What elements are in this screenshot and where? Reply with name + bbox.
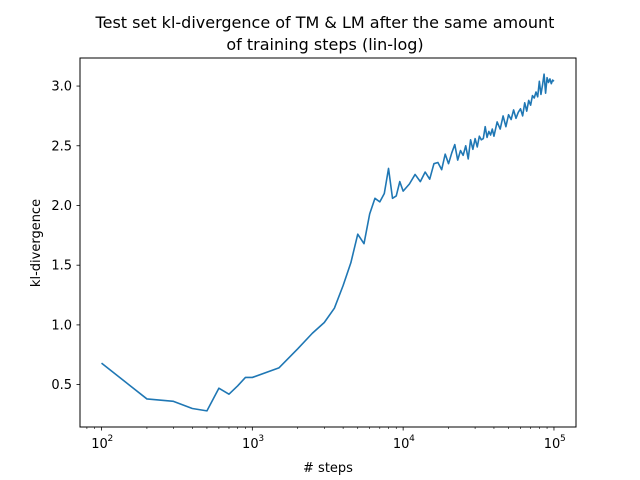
x-tick-label-1: 10 xyxy=(242,437,259,452)
x-tick-exponent-2: 4 xyxy=(409,434,415,444)
plot-area: 10 2 10 3 10 4 10 50.51.01.52.02.53.0 xyxy=(51,73,566,452)
y-tick-label-4: 2.5 xyxy=(51,139,72,154)
x-tick-label-0: 10 xyxy=(91,437,108,452)
y-tick-label-5: 3.0 xyxy=(51,80,72,95)
x-tick-exponent-3: 5 xyxy=(560,434,566,444)
y-tick-label-3: 2.0 xyxy=(51,199,72,214)
x-tick-exponent-1: 3 xyxy=(258,434,264,444)
chart-title-line-1: Test set kl-divergence of TM & LM after … xyxy=(95,13,555,32)
y-axis-label: kl-divergence xyxy=(29,199,44,287)
y-tick-label-0: 0.5 xyxy=(51,378,72,393)
axes-frame xyxy=(79,57,577,428)
x-tick-label-3: 10 xyxy=(544,437,561,452)
chart-title-line-2: of training steps (lin-log) xyxy=(226,35,423,54)
x-axis-label: # steps xyxy=(303,461,353,476)
series-line-0 xyxy=(101,73,555,412)
x-tick-label-2: 10 xyxy=(393,437,410,452)
y-tick-label-2: 1.5 xyxy=(51,259,72,274)
x-tick-exponent-0: 2 xyxy=(108,434,114,444)
y-tick-label-1: 1.0 xyxy=(51,318,72,333)
